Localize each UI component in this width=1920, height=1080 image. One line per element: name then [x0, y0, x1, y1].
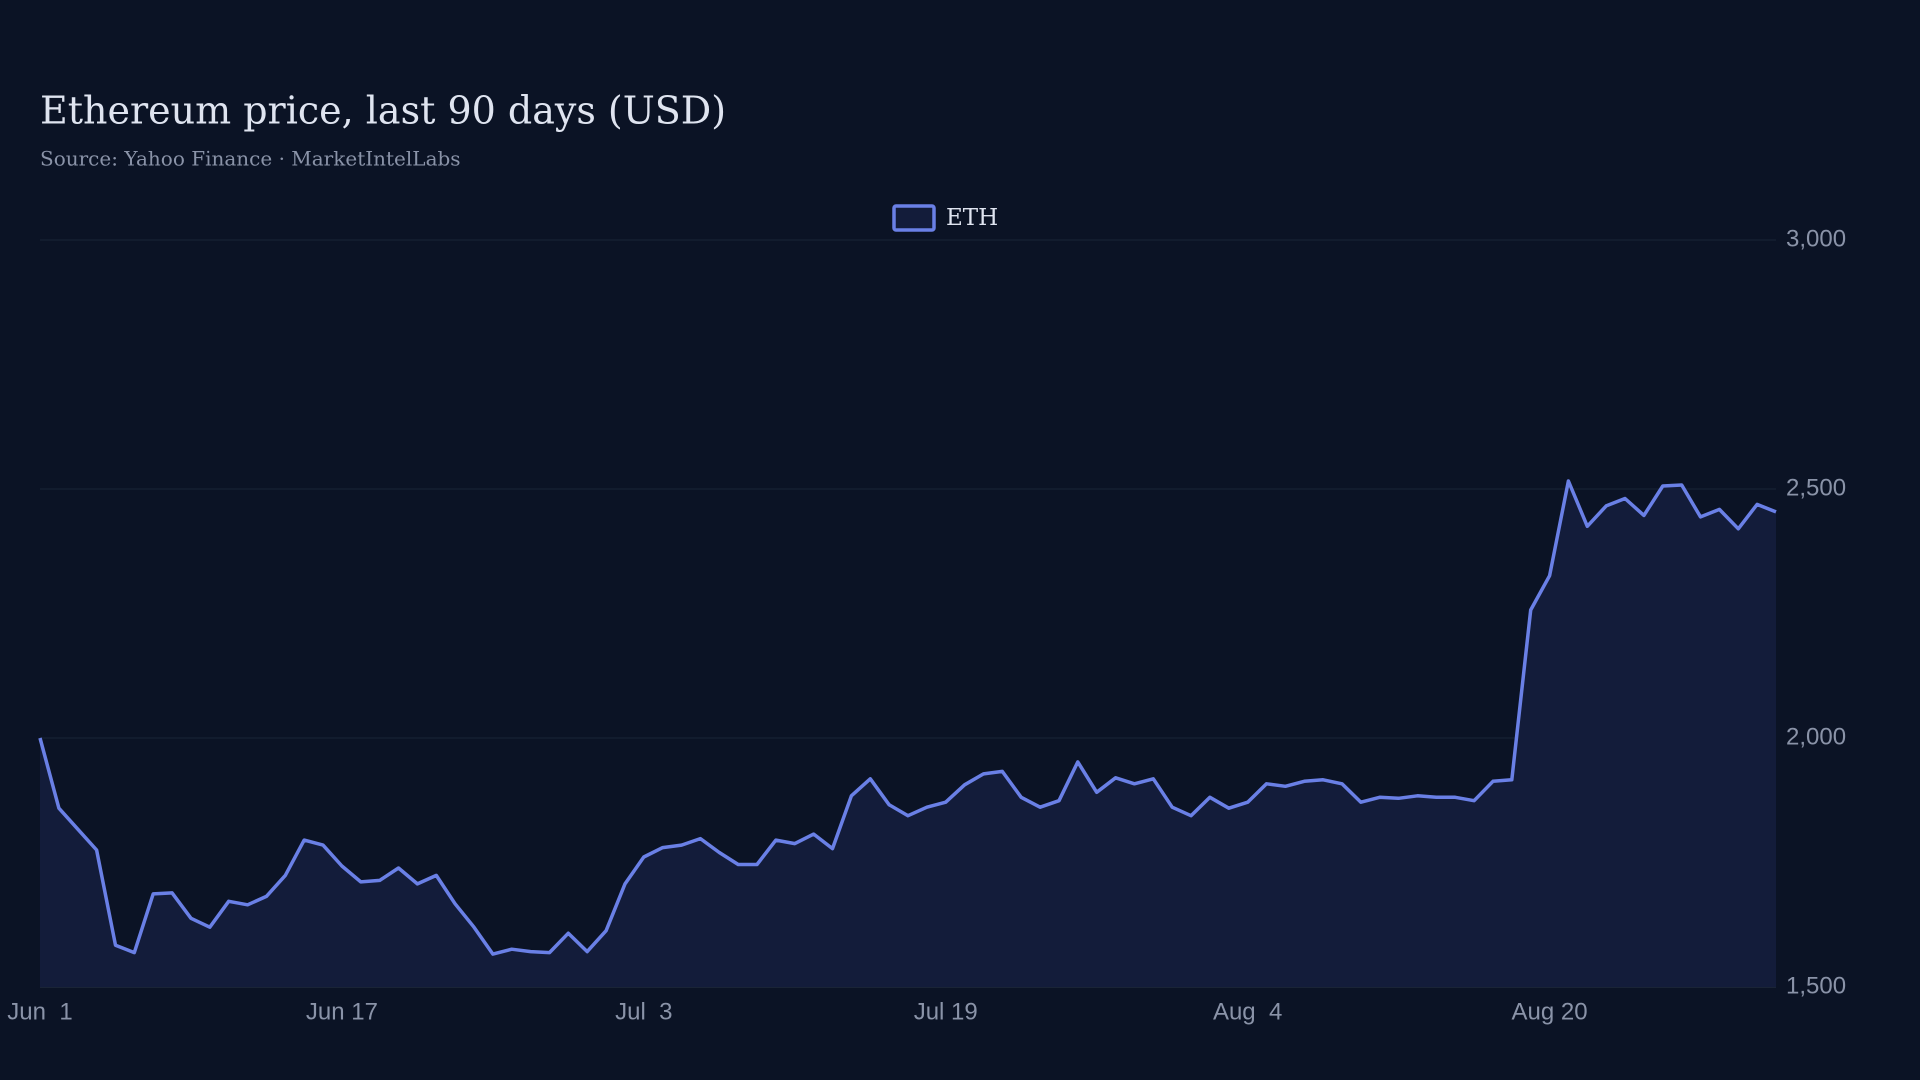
- y-tick-label: 2,000: [1786, 723, 1846, 750]
- chart-subtitle: Source: Yahoo Finance · MarketIntelLabs: [40, 147, 461, 171]
- legend-label: ETH: [946, 205, 998, 231]
- line: [38, 479, 1777, 956]
- x-tick-label: Jul 19: [914, 998, 978, 1025]
- chart-title: Ethereum price, last 90 days (USD): [40, 89, 726, 133]
- x-tick-label: Jul 3: [615, 998, 672, 1025]
- x-tick-label: Aug 20: [1512, 998, 1588, 1025]
- legend-swatch: [892, 204, 936, 232]
- y-tick-label: 2,500: [1786, 474, 1846, 501]
- y-tick-label: 1,500: [1786, 972, 1846, 999]
- x-tick-label: Jun 17: [306, 998, 378, 1025]
- x-tick-label: Jun 1: [7, 998, 72, 1025]
- x-tick-label: Aug 4: [1213, 998, 1282, 1025]
- y-tick-label: 3,000: [1786, 225, 1846, 252]
- area-fill: [40, 481, 1776, 987]
